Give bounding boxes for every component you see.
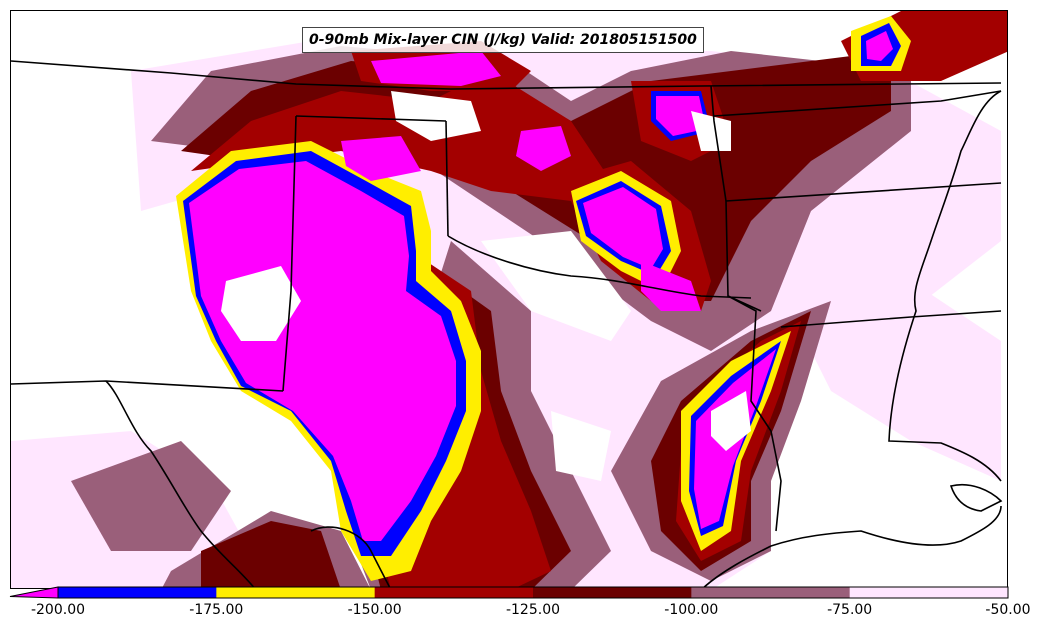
colorbar-tick-label: -100.00 <box>664 602 719 618</box>
colorbar-tick-label: -175.00 <box>189 602 244 618</box>
colorbar-tick-label: -125.00 <box>505 602 561 618</box>
colorbar-segment <box>533 587 692 598</box>
colorbar-segment <box>691 587 851 598</box>
colorbar-tick-label: -75.00 <box>827 602 873 618</box>
cin-fill-magenta <box>189 31 893 541</box>
colorbar-tick-label: -150.00 <box>347 602 402 618</box>
colorbar-tick-label: -200.00 <box>30 602 86 618</box>
cin-field-map <box>11 11 1007 588</box>
colorbar <box>9 586 1009 599</box>
map-panel: 0-90mb Mix-layer CIN (J/kg) Valid: 20180… <box>10 10 1008 589</box>
colorbar-segment <box>216 587 376 598</box>
cin-fill-white-holes <box>221 91 751 481</box>
colorbar-segment <box>374 587 534 598</box>
colorbar-tick-label: -50.00 <box>985 602 1031 618</box>
state-borders <box>11 60 1003 588</box>
colorbar-segment <box>58 587 217 598</box>
colorbar-extend-min <box>9 586 59 599</box>
colorbar-segment <box>849 587 1009 598</box>
map-title: 0-90mb Mix-layer CIN (J/kg) Valid: 20180… <box>302 27 704 53</box>
